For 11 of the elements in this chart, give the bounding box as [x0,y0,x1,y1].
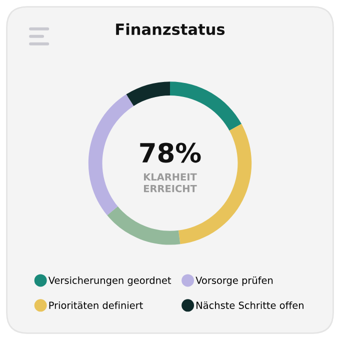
donut-slice [107,206,180,245]
legend-label: Prioritäten definiert [49,301,143,309]
chart-title: Finanzstatus [116,23,225,36]
donut-slice [88,94,134,216]
legend-label: Versicherungen geordnet [48,276,172,286]
legend-label: Vorsorge prüfen [196,276,273,286]
text: KLARHEIT ERREICHT [144,173,197,192]
donut-slice [170,82,242,131]
donut-slice [126,82,170,106]
text: 78% [140,142,201,163]
legend-label: Nächste Schritte offen [196,301,304,309]
